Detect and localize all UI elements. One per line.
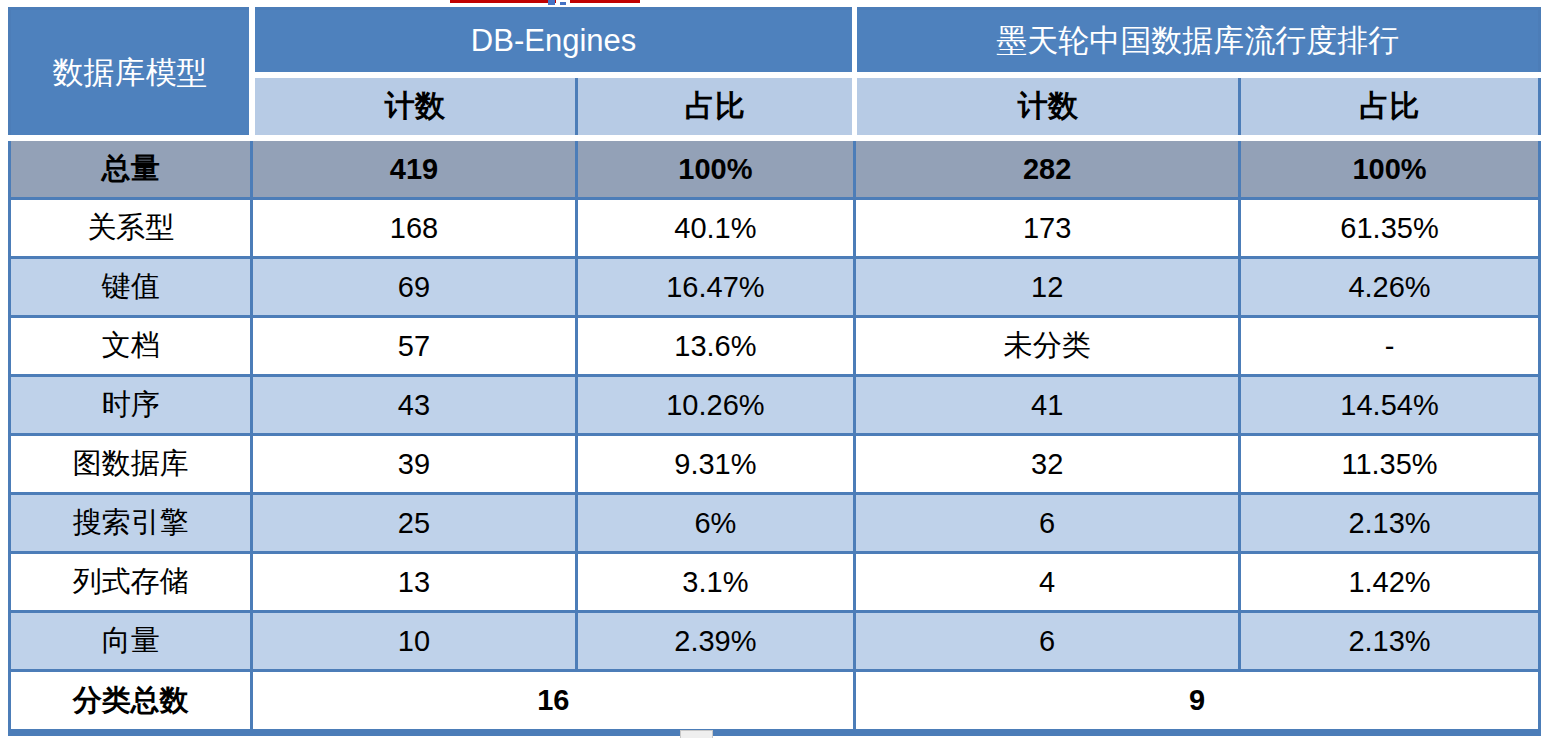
table-cell: 100% [1240, 138, 1540, 199]
row-vector: 向量 10 2.39% 6 2.13% [10, 612, 1540, 671]
row-label: 搜索引擎 [10, 494, 252, 553]
row-label: 关系型 [10, 199, 252, 258]
header-count-motianlun: 计数 [855, 75, 1240, 138]
table-cell: 13.6% [576, 317, 855, 376]
table-cell: 9.31% [576, 435, 855, 494]
table-cell-merged: 9 [855, 671, 1540, 733]
row-label: 分类总数 [10, 671, 252, 733]
table-cell: 6 [855, 612, 1240, 671]
row-label: 文档 [10, 317, 252, 376]
table-cell-merged: 16 [252, 671, 855, 733]
row-total: 总量 419 100% 282 100% [10, 138, 1540, 199]
header-share-motianlun: 占比 [1240, 75, 1540, 138]
cropped-scrollbar-artifact [680, 730, 713, 738]
cropped-text-underline-artifact [450, 0, 556, 3]
table-cell: 4 [855, 553, 1240, 612]
table-cell: 32 [855, 435, 1240, 494]
table-cell: 11.35% [1240, 435, 1540, 494]
table-cell: 6 [855, 494, 1240, 553]
table-cell: 39 [252, 435, 576, 494]
table-cell: 419 [252, 138, 576, 199]
table-cell: 未分类 [855, 317, 1240, 376]
table-cell: 10.26% [576, 376, 855, 435]
row-label: 列式存储 [10, 553, 252, 612]
table-cell: 14.54% [1240, 376, 1540, 435]
database-model-comparison-table: 数据库模型 DB-Engines 墨天轮中国数据库流行度排行 计数 占比 计数 … [8, 7, 1541, 736]
table-cell: 40.1% [576, 199, 855, 258]
row-label: 图数据库 [10, 435, 252, 494]
header-db-engines: DB-Engines [252, 9, 855, 76]
header-group-row: 数据库模型 DB-Engines 墨天轮中国数据库流行度排行 [10, 9, 1540, 76]
row-label: 时序 [10, 376, 252, 435]
table-cell: 168 [252, 199, 576, 258]
row-graph: 图数据库 39 9.31% 32 11.35% [10, 435, 1540, 494]
table-cell: 100% [576, 138, 855, 199]
row-relational: 关系型 168 40.1% 173 61.35% [10, 199, 1540, 258]
table-cell: 43 [252, 376, 576, 435]
table-cell: 12 [855, 258, 1240, 317]
header-count-db-engines: 计数 [252, 75, 576, 138]
table-cell: 282 [855, 138, 1240, 199]
table-cell: 16.47% [576, 258, 855, 317]
row-category-total: 分类总数 16 9 [10, 671, 1540, 733]
row-label: 向量 [10, 612, 252, 671]
table-cell: 4.26% [1240, 258, 1540, 317]
table-cell: - [1240, 317, 1540, 376]
row-key-value: 键值 69 16.47% 12 4.26% [10, 258, 1540, 317]
table-cell: 3.1% [576, 553, 855, 612]
table-cell: 10 [252, 612, 576, 671]
comparison-table: 数据库模型 DB-Engines 墨天轮中国数据库流行度排行 计数 占比 计数 … [8, 7, 1541, 736]
table-cell: 69 [252, 258, 576, 317]
row-time-series: 时序 43 10.26% 41 14.54% [10, 376, 1540, 435]
table-cell: 25 [252, 494, 576, 553]
header-motianlun-ranking: 墨天轮中国数据库流行度排行 [855, 9, 1540, 76]
table-cell: 2.13% [1240, 612, 1540, 671]
header-database-model: 数据库模型 [10, 9, 252, 139]
table-body: 总量 419 100% 282 100% 关系型 168 40.1% 173 6… [10, 138, 1540, 733]
cropped-text-underline-artifact [570, 0, 640, 3]
table-cell: 173 [855, 199, 1240, 258]
header-share-db-engines: 占比 [576, 75, 855, 138]
table-header: 数据库模型 DB-Engines 墨天轮中国数据库流行度排行 计数 占比 计数 … [10, 9, 1540, 139]
table-cell: 57 [252, 317, 576, 376]
row-label: 总量 [10, 138, 252, 199]
cropped-text-descender-artifact [560, 2, 566, 5]
table-cell: 2.13% [1240, 494, 1540, 553]
row-document: 文档 57 13.6% 未分类 - [10, 317, 1540, 376]
row-search-engine: 搜索引擎 25 6% 6 2.13% [10, 494, 1540, 553]
table-cell: 61.35% [1240, 199, 1540, 258]
table-cell: 6% [576, 494, 855, 553]
table-cell: 41 [855, 376, 1240, 435]
row-column-store: 列式存储 13 3.1% 4 1.42% [10, 553, 1540, 612]
table-cell: 2.39% [576, 612, 855, 671]
table-cell: 1.42% [1240, 553, 1540, 612]
table-cell: 13 [252, 553, 576, 612]
cropped-text-descender-artifact [548, 0, 555, 5]
row-label: 键值 [10, 258, 252, 317]
